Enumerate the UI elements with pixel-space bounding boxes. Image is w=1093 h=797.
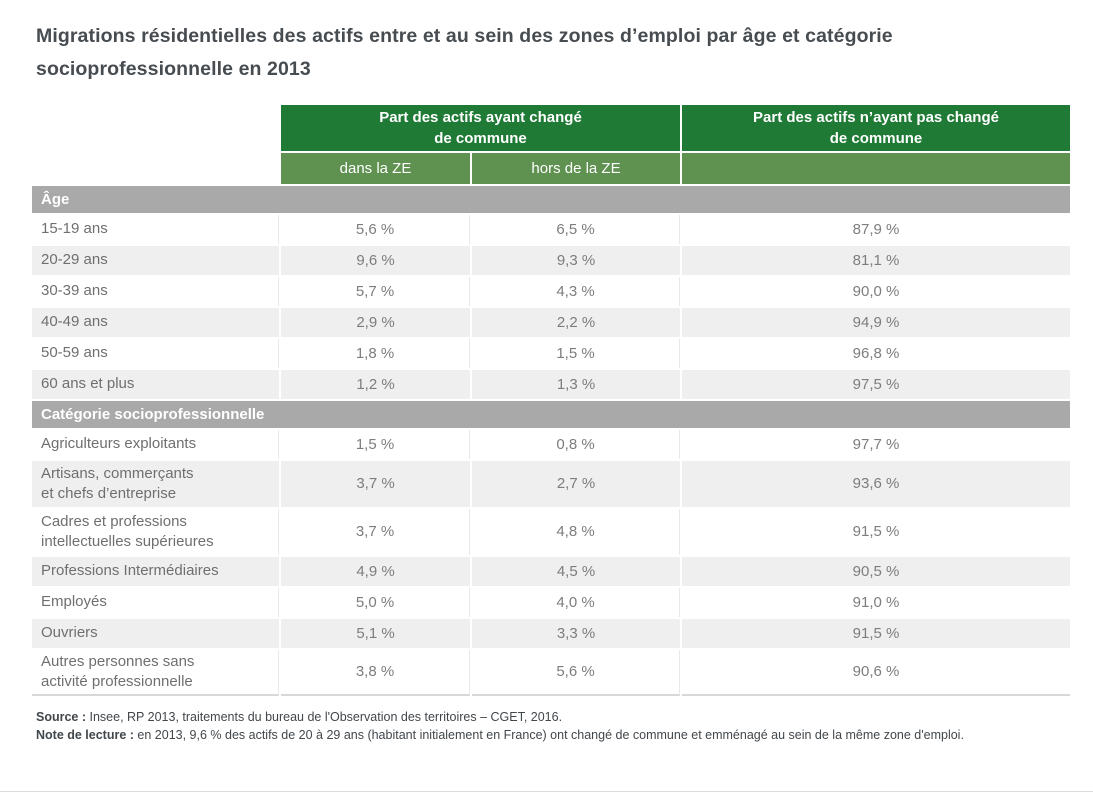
row-label: Professions Intermédiaires (32, 556, 279, 586)
cell-out-ze: 6,5 % (472, 214, 680, 244)
source-text: Insee, RP 2013, traitements du bureau de… (89, 709, 563, 724)
row-label: Artisans, commerçants et chefs d’entrepr… (32, 460, 279, 507)
reading-note-text: en 2013, 9,6 % des actifs de 20 à 29 ans… (137, 728, 964, 743)
table-sub-header-row: dans la ZE hors de la ZE (32, 152, 1070, 184)
column-group-not-changed-commune: Part des actifs n’ayant pas changé de co… (682, 104, 1070, 151)
table-row: Cadres et professions intellectuelles su… (32, 508, 1070, 555)
cell-in-ze: 3,8 % (281, 649, 470, 696)
cell-in-ze: 4,9 % (281, 556, 470, 586)
cell-not-changed: 91,0 % (682, 587, 1070, 617)
row-label: 40-49 ans (32, 307, 279, 337)
cell-not-changed: 96,8 % (682, 338, 1070, 368)
cell-out-ze: 3,3 % (472, 618, 680, 648)
cell-in-ze: 3,7 % (281, 508, 470, 555)
header-corner-cell (32, 152, 279, 184)
section-header-age: Âge (32, 185, 1070, 213)
row-label: Agriculteurs exploitants (32, 429, 279, 459)
page-bottom-divider (0, 791, 1093, 792)
cell-in-ze: 5,1 % (281, 618, 470, 648)
cell-out-ze: 2,2 % (472, 307, 680, 337)
cell-not-changed: 93,6 % (682, 460, 1070, 507)
cell-not-changed: 94,9 % (682, 307, 1070, 337)
column-header-hors-de-la-ze: hors de la ZE (472, 152, 680, 184)
migration-table: Part des actifs ayant changé de commune … (30, 103, 1072, 698)
section-header-csp: Catégorie socioprofessionnelle (32, 400, 1070, 428)
cell-not-changed: 97,7 % (682, 429, 1070, 459)
cell-not-changed: 90,6 % (682, 649, 1070, 696)
cell-not-changed: 87,9 % (682, 214, 1070, 244)
cell-not-changed: 90,5 % (682, 556, 1070, 586)
column-group-changed-commune: Part des actifs ayant changé de commune (281, 104, 680, 151)
reading-note: Note de lecture : en 2013, 9,6 % des act… (36, 726, 1084, 745)
reading-note-label: Note de lecture : (36, 728, 134, 743)
row-label: Autres personnes sans activité professio… (32, 649, 279, 696)
cell-in-ze: 5,7 % (281, 276, 470, 306)
table-footnotes: Source : Insee, RP 2013, traitements du … (36, 708, 1084, 746)
table-row: 60 ans et plus 1,2 % 1,3 % 97,5 % (32, 369, 1070, 399)
table-group-header-row: Part des actifs ayant changé de commune … (32, 104, 1070, 151)
row-label: 15-19 ans (32, 214, 279, 244)
cell-in-ze: 1,5 % (281, 429, 470, 459)
cell-out-ze: 5,6 % (472, 649, 680, 696)
row-label: 50-59 ans (32, 338, 279, 368)
cell-out-ze: 4,5 % (472, 556, 680, 586)
cell-in-ze: 5,0 % (281, 587, 470, 617)
table-row: Artisans, commerçants et chefs d’entrepr… (32, 460, 1070, 507)
cell-in-ze: 5,6 % (281, 214, 470, 244)
source-note: Source : Insee, RP 2013, traitements du … (36, 708, 1084, 727)
column-header-dans-la-ze: dans la ZE (281, 152, 470, 184)
row-label: Employés (32, 587, 279, 617)
cell-out-ze: 4,8 % (472, 508, 680, 555)
table-row: Professions Intermédiaires 4,9 % 4,5 % 9… (32, 556, 1070, 586)
row-label: 30-39 ans (32, 276, 279, 306)
cell-not-changed: 90,0 % (682, 276, 1070, 306)
row-label: 60 ans et plus (32, 369, 279, 399)
cell-not-changed: 91,5 % (682, 618, 1070, 648)
cell-not-changed: 81,1 % (682, 245, 1070, 275)
cell-out-ze: 1,3 % (472, 369, 680, 399)
cell-in-ze: 1,8 % (281, 338, 470, 368)
page-title: Migrations résidentielles des actifs ent… (36, 25, 893, 80)
cell-not-changed: 97,5 % (682, 369, 1070, 399)
section-label: Âge (32, 185, 1070, 213)
table-row: 40-49 ans 2,9 % 2,2 % 94,9 % (32, 307, 1070, 337)
column-header-empty-cell (682, 152, 1070, 184)
report-page: Migrations résidentielles des actifs ent… (30, 25, 1084, 746)
row-label: 20-29 ans (32, 245, 279, 275)
cell-out-ze: 4,0 % (472, 587, 680, 617)
cell-in-ze: 9,6 % (281, 245, 470, 275)
cell-in-ze: 2,9 % (281, 307, 470, 337)
cell-not-changed: 91,5 % (682, 508, 1070, 555)
cell-out-ze: 2,7 % (472, 460, 680, 507)
table-row: 15-19 ans 5,6 % 6,5 % 87,9 % (32, 214, 1070, 244)
cell-out-ze: 1,5 % (472, 338, 680, 368)
row-label: Cadres et professions intellectuelles su… (32, 508, 279, 555)
table-row: Autres personnes sans activité professio… (32, 649, 1070, 696)
row-label: Ouvriers (32, 618, 279, 648)
table-row: Ouvriers 5,1 % 3,3 % 91,5 % (32, 618, 1070, 648)
source-label: Source : (36, 709, 87, 724)
cell-in-ze: 3,7 % (281, 460, 470, 507)
table-row: 20-29 ans 9,6 % 9,3 % 81,1 % (32, 245, 1070, 275)
table-row: Employés 5,0 % 4,0 % 91,0 % (32, 587, 1070, 617)
section-label: Catégorie socioprofessionnelle (32, 400, 1070, 428)
cell-out-ze: 9,3 % (472, 245, 680, 275)
table-row: 50-59 ans 1,8 % 1,5 % 96,8 % (32, 338, 1070, 368)
table-row: 30-39 ans 5,7 % 4,3 % 90,0 % (32, 276, 1070, 306)
cell-out-ze: 0,8 % (472, 429, 680, 459)
cell-in-ze: 1,2 % (281, 369, 470, 399)
table-row: Agriculteurs exploitants 1,5 % 0,8 % 97,… (32, 429, 1070, 459)
header-corner-cell (32, 104, 279, 151)
cell-out-ze: 4,3 % (472, 276, 680, 306)
